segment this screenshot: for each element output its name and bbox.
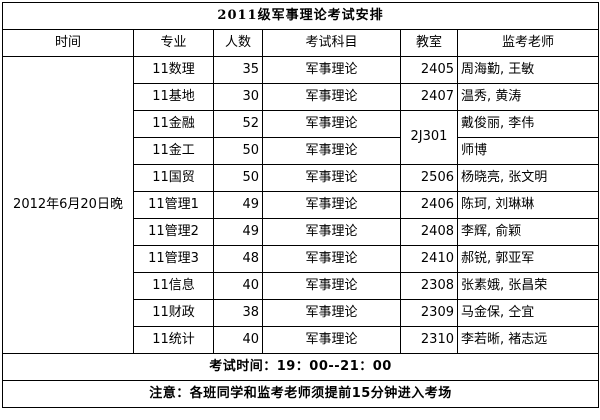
notice-row: 注意：各班同学和监考老师须提前15分钟进入考场 [1,380,600,408]
title-row: 2011级军事理论考试安排 [1,2,600,30]
teacher-cell: 郝锐, 郭亚军 [456,245,600,273]
subject-cell: 军事理论 [262,326,401,354]
table-row: 11国贸 50 军事理论 2506 杨晓亮, 张文明 [3,164,600,192]
count-cell: 49 [213,218,263,246]
room-cell-merged: 2J301 [400,110,458,165]
major-cell: 11管理2 [133,218,214,246]
major-cell: 11基地 [133,83,214,111]
count-cell: 30 [213,83,263,111]
teacher-cell: 陈珂, 刘琳琳 [456,191,600,219]
room-cell: 2308 [400,272,458,300]
teacher-cell: 戴俊丽, 李伟 [456,110,600,138]
teacher-cell: 周海勤, 王敏 [456,56,600,84]
table-row: 11管理1 49 军事理论 2406 陈珂, 刘琳琳 [3,191,600,219]
table-header-row: 时间 专业 人数 考试科目 教室 监考老师 [2,29,600,57]
table-row: 11管理2 49 军事理论 2408 李辉, 俞颖 [3,218,600,246]
major-cell: 11金融 [133,110,214,138]
table-row: 11金融 52 军事理论 2J301 戴俊丽, 李伟 [3,110,600,165]
teacher-cell: 师博 [456,137,600,165]
subject-cell: 军事理论 [262,56,401,84]
major-cell: 11金工 [133,137,214,165]
exam-time-row: 考试时间：19：00--21：00 [1,353,600,381]
teacher-cell: 温秀, 黄涛 [456,83,600,111]
room-cell: 2408 [400,218,458,246]
count-cell: 40 [213,326,263,354]
notice-text: 注意：各班同学和监考老师须提前15分钟进入考场 [1,380,600,408]
major-cell: 11信息 [133,272,214,300]
room-cell: 2410 [400,245,458,273]
subject-cell: 军事理论 [262,83,401,111]
exam-schedule-table: 2011级军事理论考试安排 时间 专业 人数 考试科目 教室 监考老师 2012… [1,2,600,408]
count-cell: 40 [213,272,263,300]
count-cell: 50 [213,137,263,165]
table-row: 11信息 40 军事理论 2308 张素娥, 张昌荣 [3,272,600,300]
subject-cell: 军事理论 [262,137,401,165]
teacher-cell: 马金保, 仝宜 [456,299,600,327]
count-cell: 35 [213,56,263,84]
table-row: 2012年6月20日晚 11数理 35 军事理论 2405 周海勤, 王敏 [2,56,600,354]
column-header-room: 教室 [400,29,458,57]
room-cell: 2310 [400,326,458,354]
subject-cell: 军事理论 [262,299,401,327]
column-header-subject: 考试科目 [262,29,401,57]
column-header-teacher: 监考老师 [456,29,600,57]
subject-cell: 军事理论 [262,164,401,192]
major-cell: 11管理3 [133,245,214,273]
room-cell: 2506 [400,164,458,192]
major-cell: 11国贸 [133,164,214,192]
teacher-cell: 李若晰, 褚志远 [456,326,600,354]
room-cell: 2406 [400,191,458,219]
teacher-cell: 张素娥, 张昌荣 [456,272,600,300]
exam-date-cell: 2012年6月20日晚 [2,56,134,354]
table-row: 11管理3 48 军事理论 2410 郝锐, 郭亚军 [3,245,600,273]
table-row: 11金工 50 军事理论 师博 [3,137,600,165]
subject-cell: 军事理论 [262,272,401,300]
column-header-count: 人数 [213,29,263,57]
teacher-cell: 杨晓亮, 张文明 [456,164,600,192]
subject-cell: 军事理论 [262,245,401,273]
count-cell: 49 [213,191,263,219]
table-row: 11基地 30 军事理论 2407 温秀, 黄涛 [3,83,600,111]
column-header-major: 专业 [133,29,214,57]
major-cell: 11数理 [133,56,214,84]
subject-cell: 军事理论 [262,110,401,138]
exam-time-text: 考试时间：19：00--21：00 [1,353,600,381]
column-header-time: 时间 [2,29,134,57]
count-cell: 52 [213,110,263,138]
room-cell: 2309 [400,299,458,327]
room-cell: 2405 [400,56,458,84]
major-cell: 11财政 [133,299,214,327]
subject-cell: 军事理论 [262,191,401,219]
teacher-cell: 李辉, 俞颖 [456,218,600,246]
subject-cell: 军事理论 [262,218,401,246]
count-cell: 48 [213,245,263,273]
count-cell: 50 [213,164,263,192]
count-cell: 38 [213,299,263,327]
major-cell: 11管理1 [133,191,214,219]
room-cell: 2407 [400,83,458,111]
table-row: 11统计 40 军事理论 2310 李若晰, 褚志远 [3,326,600,354]
page-title: 2011级军事理论考试安排 [1,2,600,30]
major-cell: 11统计 [133,326,214,354]
